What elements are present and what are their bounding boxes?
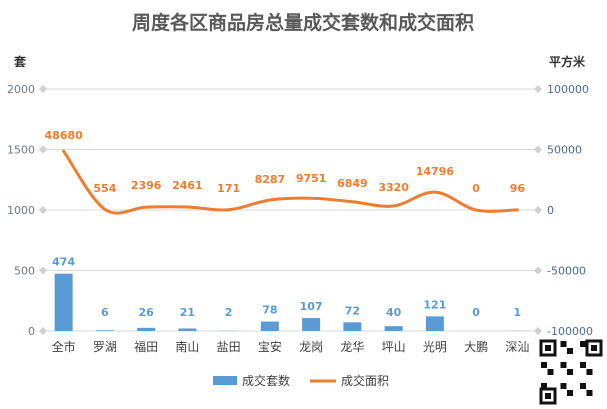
left-tick-label: 1500 xyxy=(7,144,35,157)
right-tick-label: 50000 xyxy=(547,144,582,157)
qr-finder-center xyxy=(545,393,551,399)
category-label: 光明 xyxy=(423,340,447,354)
line-data-label: 14796 xyxy=(416,165,455,178)
line-data-label: 554 xyxy=(93,182,116,195)
axis-diamond-marker xyxy=(39,327,47,335)
axis-diamond-marker xyxy=(534,206,542,214)
bar-data-label: 6 xyxy=(101,306,109,319)
line-data-label: 96 xyxy=(510,182,526,195)
category-label: 罗湖 xyxy=(93,339,117,354)
legend-line-label: 成交面积 xyxy=(341,373,389,388)
category-label: 福田 xyxy=(134,339,158,354)
left-tick-label: 0 xyxy=(28,325,35,338)
bar-data-label: 2 xyxy=(225,306,233,319)
bar-data-label: 72 xyxy=(345,304,360,317)
right-tick-label: 100000 xyxy=(547,83,589,96)
axis-diamond-marker xyxy=(534,266,542,275)
bar-data-label: 107 xyxy=(300,300,323,313)
bar xyxy=(137,327,156,331)
category-label: 盐田 xyxy=(217,340,241,354)
qr-code-module xyxy=(541,362,547,368)
line-data-label: 2461 xyxy=(172,179,203,192)
bar-data-label: 26 xyxy=(138,306,154,319)
line-data-label: 6849 xyxy=(337,177,368,190)
bar xyxy=(384,326,403,331)
bar xyxy=(425,316,444,331)
qr-code-module xyxy=(567,369,573,375)
qr-code-module xyxy=(580,341,586,347)
bar-data-label: 21 xyxy=(180,306,195,319)
line-data-label: 0 xyxy=(472,182,480,195)
bar xyxy=(260,321,279,331)
axis-diamond-marker xyxy=(39,266,47,275)
category-label: 南山 xyxy=(175,339,199,354)
bar-data-label: 1 xyxy=(514,306,522,319)
right-axis-title: 平方米 xyxy=(549,54,586,69)
qr-code-module xyxy=(560,383,567,389)
axis-diamond-marker xyxy=(534,145,542,154)
right-tick-label: -100000 xyxy=(547,325,593,338)
left-tick-label: 1000 xyxy=(7,204,35,217)
line-data-label: 171 xyxy=(217,182,240,195)
legend-bar-swatch xyxy=(213,376,237,385)
category-label: 宝安 xyxy=(258,339,282,354)
qr-code-module xyxy=(541,383,547,389)
axis-diamond-marker xyxy=(534,327,542,335)
bar xyxy=(95,330,114,331)
bar xyxy=(54,273,73,331)
right-tick-label: -50000 xyxy=(547,265,586,278)
category-label: 龙岗 xyxy=(299,340,323,354)
qr-code-module xyxy=(547,369,554,375)
bar-data-label: 121 xyxy=(423,298,446,311)
bar xyxy=(343,322,362,331)
line-data-label: 8287 xyxy=(255,173,286,186)
qr-code-module xyxy=(567,390,573,396)
bar xyxy=(178,328,197,331)
legend-bar-label: 成交套数 xyxy=(242,373,290,388)
chart-title: 周度各区商品房总量成交套数和成交面积 xyxy=(132,11,474,34)
axis-diamond-marker xyxy=(534,85,542,93)
bar-data-label: 0 xyxy=(472,306,480,319)
qr-code-module xyxy=(580,383,586,389)
category-label: 全市 xyxy=(52,339,76,354)
category-label: 大鹏 xyxy=(464,340,488,354)
category-label: 坪山 xyxy=(382,340,406,354)
qr-code-module xyxy=(560,341,567,347)
qr-finder-center xyxy=(591,345,597,351)
area-line xyxy=(62,149,519,215)
qr-code-module xyxy=(580,362,586,368)
bar-data-label: 474 xyxy=(52,256,75,269)
bar-data-label: 78 xyxy=(262,304,277,317)
bar xyxy=(302,318,321,331)
qr-finder-center xyxy=(545,345,551,351)
qr-code-module xyxy=(567,348,573,354)
bar-data-label: 40 xyxy=(386,306,402,319)
axis-diamond-marker xyxy=(39,206,47,214)
left-tick-label: 2000 xyxy=(7,83,35,96)
category-label: 龙华 xyxy=(340,340,364,354)
left-tick-label: 500 xyxy=(14,265,35,278)
left-axis-title: 套 xyxy=(13,54,27,69)
axis-diamond-marker xyxy=(39,145,47,154)
right-tick-label: 0 xyxy=(547,204,554,217)
line-data-label: 48680 xyxy=(44,129,83,142)
line-data-label: 9751 xyxy=(296,172,327,185)
qr-code-module xyxy=(560,362,567,368)
qr-code-module xyxy=(586,369,593,375)
category-label: 深汕 xyxy=(505,340,529,354)
line-data-label: 3320 xyxy=(378,181,409,194)
qr-code-module xyxy=(586,390,593,396)
line-data-label: 2396 xyxy=(131,179,162,192)
axis-diamond-marker xyxy=(39,85,47,93)
